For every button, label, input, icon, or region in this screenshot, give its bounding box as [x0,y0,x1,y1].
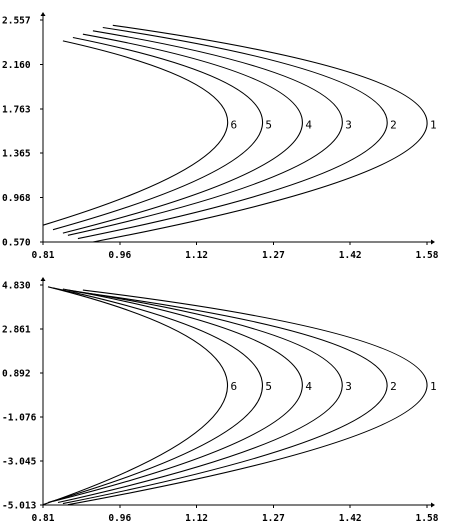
x-tick-label: 1.27 [262,513,285,524]
y-tick-label: 0.968 [2,193,31,204]
y-tick-label: 1.763 [2,104,31,115]
series-line-3 [57,289,343,504]
series-line-4 [52,288,303,502]
series-line-2 [62,290,388,505]
y-tick-label: -5.013 [2,501,37,512]
y-tick-label: -1.076 [2,413,37,424]
x-tick-label: 0.81 [32,250,55,261]
x-tick-label: 0.96 [108,250,131,261]
y-tick-label: 0.570 [2,238,31,249]
x-tick-label: 0.81 [32,513,55,524]
series-label-6: 6 [231,380,238,393]
series-label-3: 3 [345,380,352,393]
y-tick-label: 2.160 [2,60,31,71]
chart-panel-1: 0.81 0.96 1.12 1.27 1.42 1.58 0.570 0.968 1.365 1… [2,12,439,261]
series-line-6 [42,286,228,506]
series-label-1: 1 [430,380,437,393]
series-line-3 [67,30,343,236]
y-tick-label: 0.892 [2,369,31,380]
series-line-2 [77,26,388,240]
series-line-5 [52,36,264,231]
x-tick-label: 1.27 [262,250,285,261]
series-label-2: 2 [390,380,397,393]
x-tick-label: 1.42 [339,513,362,524]
y-tick-label: -3.045 [2,457,37,468]
series-label-5: 5 [265,380,272,393]
x-tick-label: 1.58 [416,250,439,261]
x-axis-arrow [431,239,435,245]
series-label-3: 3 [345,119,352,132]
series-label-2: 2 [390,119,397,132]
series-line-1 [67,289,428,506]
x-tick-label: 1.58 [416,513,439,524]
x-tick-label: 1.12 [185,250,208,261]
x-tick-label: 1.12 [185,513,208,524]
y-tick-label: 1.365 [2,149,31,160]
y-axis-arrow [40,277,46,281]
y-tick-label: 2.557 [2,16,31,27]
x-tick-label: 1.42 [339,250,362,261]
series-label-4: 4 [305,119,312,132]
y-tick-label: 4.830 [2,281,31,292]
x-axis-arrow [431,502,435,508]
series-label-5: 5 [265,119,272,132]
series-line-6 [42,40,229,226]
y-tick-label: 2.861 [2,325,31,336]
series-label-1: 1 [430,119,437,132]
series-line-4 [62,33,303,234]
chart-panel-2: 0.81 0.96 1.12 1.27 1.42 1.58 -5.013 -3.045 -1.0… [2,277,439,524]
series-line-1 [92,24,428,243]
x-tick-label: 0.96 [108,513,131,524]
series-label-6: 6 [231,119,238,132]
series-label-4: 4 [305,380,312,393]
series-line-5 [47,287,263,504]
y-axis-arrow [40,12,46,16]
